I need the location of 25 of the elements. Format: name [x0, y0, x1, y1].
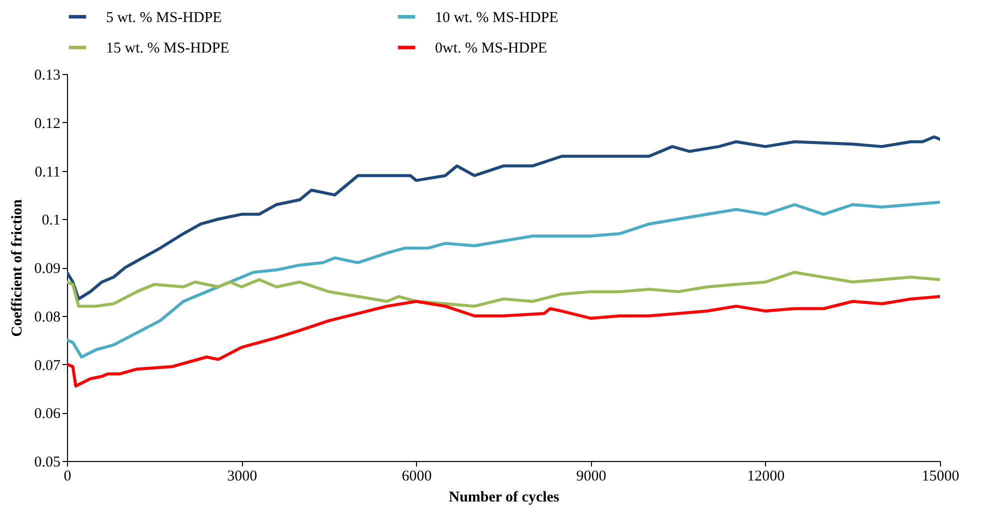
- x-tick-label: 3000: [227, 468, 258, 484]
- x-tick-label: 9000: [576, 468, 606, 484]
- legend-label: 5 wt. % MS-HDPE: [106, 10, 222, 26]
- x-tick-label: 0: [64, 468, 72, 484]
- line-series: [67, 135, 940, 300]
- y-tick-label: 0.11: [34, 164, 60, 180]
- y-tick-label: 0.12: [34, 116, 60, 132]
- x-tick-label: 15000: [922, 468, 960, 484]
- y-tick-label: 0.05: [34, 454, 60, 470]
- y-tick-label: 0.1: [42, 212, 60, 229]
- line-series: [67, 270, 940, 308]
- legend-label: 10 wt. % MS-HDPE: [435, 10, 558, 26]
- x-tick-label: 12000: [747, 468, 785, 484]
- line-series: [67, 295, 940, 388]
- y-tick-label: 0.09: [34, 261, 60, 277]
- y-tick-label: 0.06: [34, 406, 61, 422]
- x-tick-label: 6000: [402, 468, 432, 484]
- y-axis-title: Coefficient of friction: [9, 198, 26, 337]
- line-series: [67, 200, 940, 358]
- y-tick-label: 0.07: [34, 358, 61, 374]
- legend-label: 0wt. % MS-HDPE: [435, 40, 548, 56]
- y-tick-label: 0.08: [34, 309, 60, 326]
- legend-label: 15 wt. % MS-HDPE: [106, 40, 230, 56]
- x-axis-title: Number of cycles: [448, 490, 560, 506]
- y-tick-label: 0.13: [34, 68, 60, 84]
